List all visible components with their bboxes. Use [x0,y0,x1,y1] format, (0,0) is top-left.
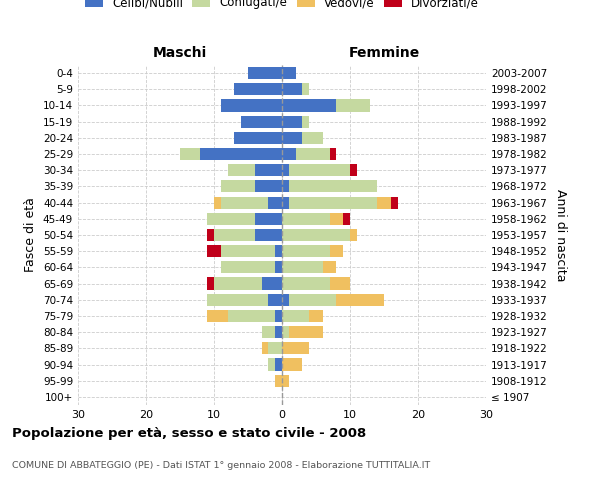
Bar [329,212,343,225]
Bar [350,229,357,241]
Bar [207,245,221,258]
Bar [221,100,282,112]
Bar [221,245,275,258]
Text: COMUNE DI ABBATEGGIO (PE) - Dati ISTAT 1° gennaio 2008 - Elaborazione TUTTITALIA: COMUNE DI ABBATEGGIO (PE) - Dati ISTAT 1… [12,460,430,469]
Bar [282,164,289,176]
Bar [282,67,296,79]
Bar [282,212,329,225]
Bar [207,278,214,289]
Bar [214,196,221,208]
Bar [275,310,282,322]
Bar [207,310,227,322]
Bar [282,310,309,322]
Bar [282,83,302,96]
Bar [282,294,289,306]
Bar [275,262,282,274]
Bar [282,358,302,370]
Bar [337,294,384,306]
Bar [275,326,282,338]
Bar [282,342,309,354]
Bar [377,196,391,208]
Bar [255,229,282,241]
Bar [296,148,329,160]
Bar [207,229,214,241]
Bar [275,245,282,258]
Bar [235,132,282,144]
Bar [180,148,200,160]
Bar [329,245,343,258]
Bar [221,180,255,192]
Bar [268,294,282,306]
Bar [302,83,309,96]
Bar [302,116,309,128]
Bar [207,212,255,225]
Bar [200,148,282,160]
Bar [282,132,302,144]
Bar [329,278,350,289]
Y-axis label: Fasce di età: Fasce di età [25,198,37,272]
Text: Maschi: Maschi [153,46,207,60]
Bar [302,132,323,144]
Legend: Celibi/Nubili, Coniugati/e, Vedovi/e, Divorziati/e: Celibi/Nubili, Coniugati/e, Vedovi/e, Di… [85,0,479,9]
Bar [235,83,282,96]
Bar [343,212,350,225]
Bar [221,262,275,274]
Bar [282,229,350,241]
Bar [255,164,282,176]
Bar [214,278,262,289]
Bar [227,310,275,322]
Bar [227,164,255,176]
Bar [289,326,323,338]
Bar [289,294,337,306]
Bar [268,196,282,208]
Bar [282,374,289,387]
Bar [275,358,282,370]
Bar [241,116,282,128]
Bar [282,245,329,258]
Bar [282,180,289,192]
Y-axis label: Anni di nascita: Anni di nascita [554,188,567,281]
Bar [282,196,289,208]
Bar [309,310,323,322]
Bar [275,374,282,387]
Bar [255,212,282,225]
Bar [329,148,337,160]
Bar [391,196,398,208]
Bar [282,148,296,160]
Bar [248,67,282,79]
Bar [282,326,289,338]
Bar [268,342,282,354]
Bar [255,180,282,192]
Bar [282,116,302,128]
Bar [262,326,275,338]
Text: Femmine: Femmine [349,46,419,60]
Bar [350,164,357,176]
Bar [282,262,323,274]
Bar [207,294,268,306]
Bar [282,100,337,112]
Bar [262,278,282,289]
Bar [289,180,377,192]
Bar [289,164,350,176]
Bar [268,358,275,370]
Bar [323,262,337,274]
Bar [282,278,329,289]
Bar [289,196,377,208]
Bar [221,196,268,208]
Bar [337,100,370,112]
Bar [262,342,268,354]
Text: Popolazione per età, sesso e stato civile - 2008: Popolazione per età, sesso e stato civil… [12,428,366,440]
Bar [214,229,255,241]
